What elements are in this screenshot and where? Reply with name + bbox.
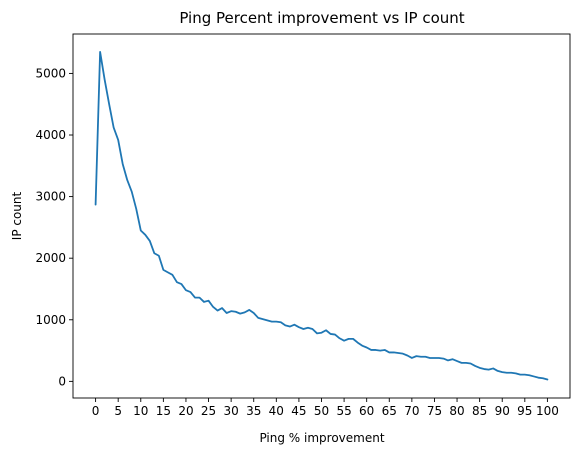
y-tick-label: 3000 [35, 190, 66, 204]
y-tick-label: 2000 [35, 251, 66, 265]
plot-area [72, 33, 571, 399]
x-tick-label: 95 [517, 404, 532, 418]
x-tick-label: 85 [472, 404, 487, 418]
x-tick-label: 40 [269, 404, 284, 418]
x-tick-label: 20 [178, 404, 193, 418]
x-tick-label: 60 [359, 404, 374, 418]
x-tick-label: 55 [336, 404, 351, 418]
x-tick-label: 10 [133, 404, 148, 418]
x-tick-label: 70 [404, 404, 419, 418]
y-tick-label: 5000 [35, 66, 66, 80]
x-tick-label: 50 [314, 404, 329, 418]
y-tick-label: 1000 [35, 313, 66, 327]
x-axis-label: Ping % improvement [259, 431, 384, 445]
x-tick-label: 65 [382, 404, 397, 418]
x-tick-label: 45 [291, 404, 306, 418]
y-axis-label: IP count [10, 191, 24, 240]
x-tick-label: 100 [536, 404, 559, 418]
axes-frame [72, 33, 571, 399]
x-tick-label: 15 [156, 404, 171, 418]
x-tick-label: 0 [92, 404, 100, 418]
y-axis-ticks: 0 1000 2000 3000 4000 5000 [35, 66, 73, 388]
y-tick-label: 0 [58, 374, 66, 388]
x-tick-label: 75 [427, 404, 442, 418]
x-tick-label: 90 [495, 404, 510, 418]
x-tick-label: 30 [223, 404, 238, 418]
x-tick-label: 35 [246, 404, 261, 418]
series-line [94, 50, 549, 381]
x-tick-label: 80 [449, 404, 464, 418]
y-tick-label: 4000 [35, 128, 66, 142]
x-tick-label: 25 [201, 404, 216, 418]
chart-title: Ping Percent improvement vs IP count [179, 9, 464, 27]
x-tick-label: 5 [114, 404, 122, 418]
x-axis-ticks: 0 5 10 15 20 25 30 35 40 45 50 55 60 65 70 75 80 85 90 95 10… [92, 398, 559, 418]
